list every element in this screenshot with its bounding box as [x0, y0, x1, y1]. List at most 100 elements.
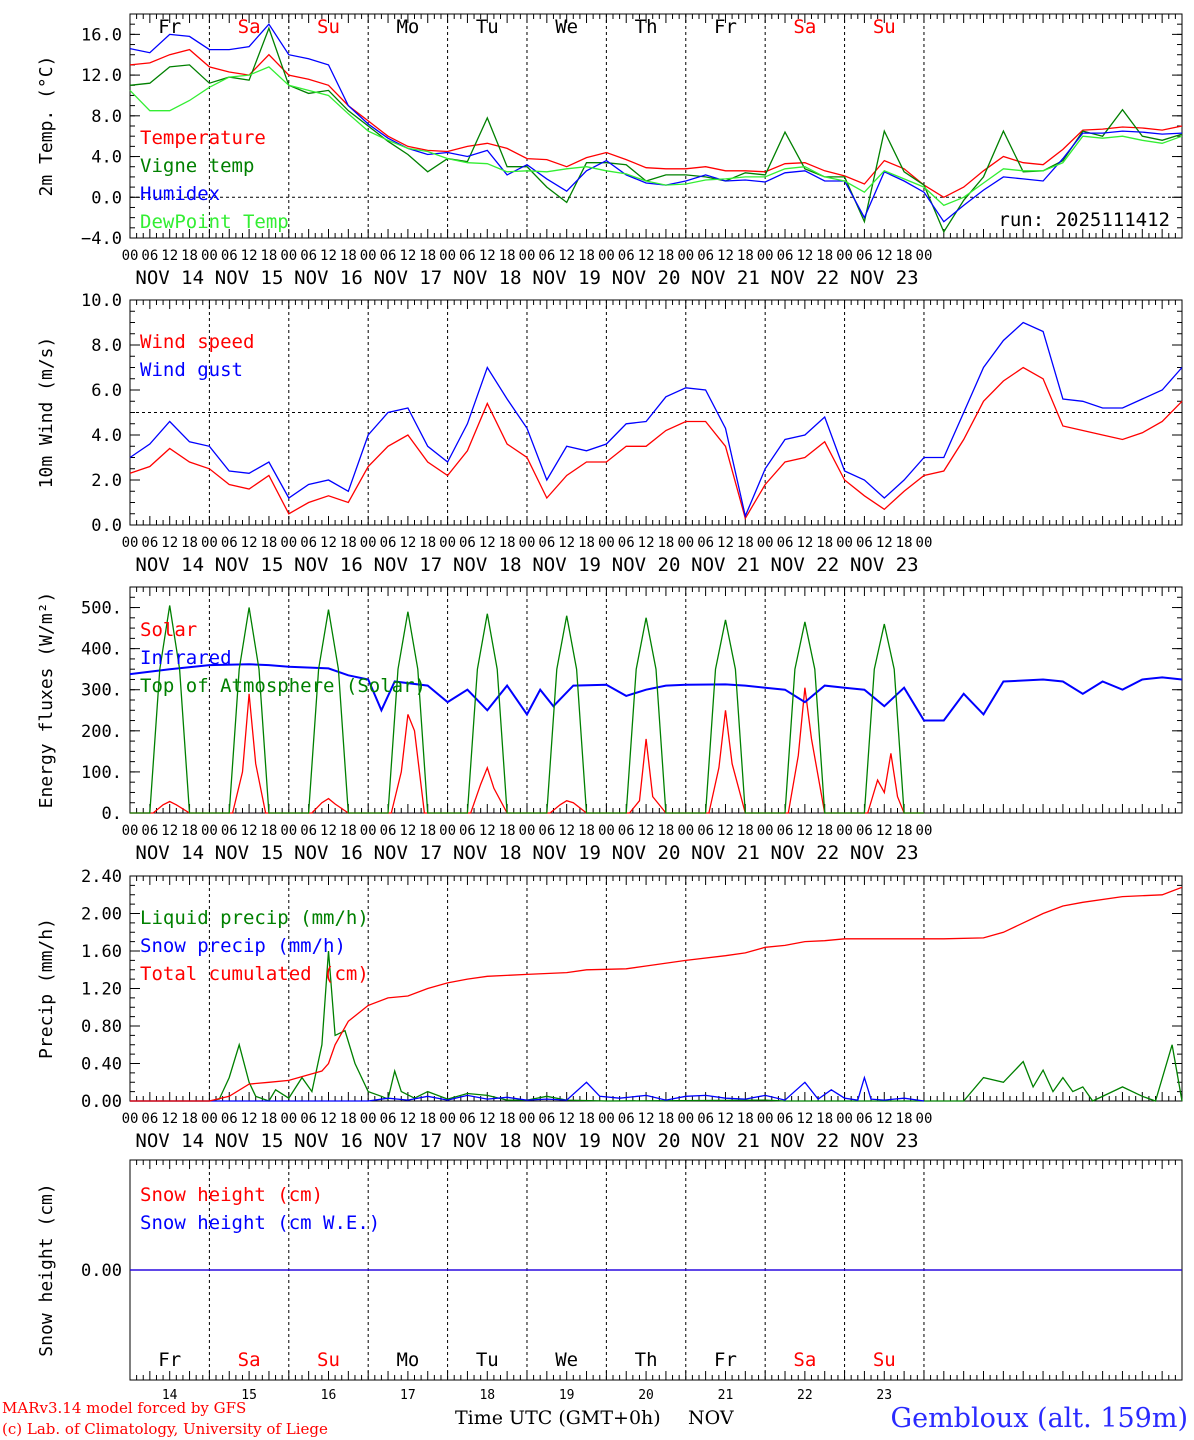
date-label: NOV 22: [771, 842, 840, 864]
hour-tick-label: 06: [221, 1111, 238, 1127]
date-label: NOV 15: [215, 842, 284, 864]
hour-tick-label: 18: [499, 535, 516, 551]
run-label: run: 2025111412: [998, 209, 1170, 231]
date-label: NOV 16: [294, 842, 363, 864]
day-number-label: 18: [479, 1388, 495, 1403]
legend-entry: Humidex: [140, 183, 220, 205]
hour-tick-label: 00: [757, 535, 774, 551]
date-label: NOV 20: [612, 267, 681, 289]
hour-tick-label: 06: [300, 248, 317, 264]
day-number-label: 19: [559, 1388, 575, 1403]
legend-entry: Top of Atmosphere (Solar): [140, 675, 426, 697]
hour-tick-label: 00: [122, 535, 139, 551]
date-label: NOV 17: [374, 842, 443, 864]
hour-tick-label: 06: [459, 248, 476, 264]
hour-tick-label: 00: [916, 823, 933, 839]
hour-tick-label: 12: [796, 823, 813, 839]
date-label: NOV 14: [135, 842, 204, 864]
hour-tick-label: 00: [360, 535, 377, 551]
y-tick-label: 0.0: [91, 188, 122, 208]
y-axis-label: 10m Wind (m/s): [36, 337, 57, 489]
y-tick-label: 2.40: [81, 867, 122, 887]
hour-tick-label: 18: [340, 535, 357, 551]
hour-tick-label: 12: [558, 823, 575, 839]
hour-tick-label: 00: [122, 1111, 139, 1127]
hour-tick-label: 12: [717, 1111, 734, 1127]
hour-tick-label: 06: [459, 823, 476, 839]
hour-tick-label: 18: [499, 1111, 516, 1127]
hour-tick-label: 18: [261, 535, 278, 551]
hour-tick-label: 00: [757, 1111, 774, 1127]
date-label: NOV 21: [691, 554, 760, 576]
hour-tick-label: 00: [836, 248, 853, 264]
y-tick-label: 16.0: [81, 25, 122, 45]
date-label: NOV 23: [850, 842, 919, 864]
hour-tick-label: 18: [816, 1111, 833, 1127]
legend-entry: Wind speed: [140, 331, 254, 353]
hour-tick-label: 18: [578, 535, 595, 551]
y-tick-label: 1.60: [81, 942, 122, 962]
weekday-label: Mo: [396, 1349, 419, 1371]
date-label: NOV 22: [771, 267, 840, 289]
y-tick-label: 10.0: [81, 291, 122, 311]
weekday-label: Sa: [793, 16, 816, 38]
legend-entry: Snow height (cm W.E.): [140, 1212, 380, 1234]
date-label: NOV 15: [215, 267, 284, 289]
date-label: NOV 16: [294, 1130, 363, 1152]
hour-tick-label: 00: [122, 248, 139, 264]
series-line-top-of-atmosphere-solar-: [130, 605, 924, 814]
hour-tick-label: 18: [340, 1111, 357, 1127]
day-number-label: 23: [876, 1388, 892, 1403]
weekday-label: We: [555, 16, 578, 38]
series-line-snow-precip-mm-h-: [130, 1075, 925, 1102]
hour-tick-label: 00: [519, 248, 536, 264]
hour-tick-label: 12: [558, 1111, 575, 1127]
hour-tick-label: 18: [419, 1111, 436, 1127]
date-label: NOV 21: [691, 267, 760, 289]
day-number-label: 22: [797, 1388, 813, 1403]
date-label: NOV 18: [453, 842, 522, 864]
date-label: NOV 17: [374, 1130, 443, 1152]
y-axis-label: 2m Temp. (°C): [36, 56, 57, 197]
date-label: NOV 15: [215, 554, 284, 576]
date-label: NOV 19: [532, 267, 601, 289]
date-label: NOV 18: [453, 554, 522, 576]
hour-tick-label: 00: [519, 1111, 536, 1127]
hour-tick-label: 18: [657, 248, 674, 264]
hour-tick-label: 12: [479, 823, 496, 839]
y-tick-label: 1.20: [81, 980, 122, 1000]
hour-tick-label: 00: [757, 248, 774, 264]
time-axis-label: Time UTC (GMT+0h): [455, 1407, 661, 1429]
hour-tick-label: 00: [439, 1111, 456, 1127]
weekday-label: Sa: [793, 1349, 816, 1371]
y-tick-label: 8.0: [91, 336, 122, 356]
hour-tick-label: 00: [519, 535, 536, 551]
hour-tick-label: 00: [836, 535, 853, 551]
hour-tick-label: 12: [399, 823, 416, 839]
hour-tick-label: 18: [657, 823, 674, 839]
hour-tick-label: 06: [697, 823, 714, 839]
hour-tick-label: 06: [221, 248, 238, 264]
date-label: NOV 21: [691, 1130, 760, 1152]
weekday-label: Su: [317, 1349, 340, 1371]
hour-tick-label: 18: [737, 535, 754, 551]
hour-tick-label: 00: [360, 823, 377, 839]
hour-tick-label: 18: [578, 248, 595, 264]
weekday-label: Fr: [714, 1349, 737, 1371]
hour-tick-label: 06: [777, 823, 794, 839]
hour-tick-label: 06: [697, 248, 714, 264]
hour-tick-label: 06: [777, 248, 794, 264]
weekday-label: Fr: [714, 16, 737, 38]
hour-tick-label: 12: [399, 535, 416, 551]
weekday-label: Th: [635, 1349, 658, 1371]
legend-entry: Vigne temp: [140, 155, 254, 177]
date-label: NOV 18: [453, 1130, 522, 1152]
hour-tick-label: 12: [558, 248, 575, 264]
hour-tick-label: 12: [479, 535, 496, 551]
hour-tick-label: 18: [419, 823, 436, 839]
date-label: NOV 22: [771, 554, 840, 576]
hour-tick-label: 12: [241, 535, 258, 551]
hour-tick-label: 12: [876, 535, 893, 551]
series-line-liquid-precip-mm-h-: [130, 950, 1183, 1102]
hour-tick-label: 12: [320, 248, 337, 264]
